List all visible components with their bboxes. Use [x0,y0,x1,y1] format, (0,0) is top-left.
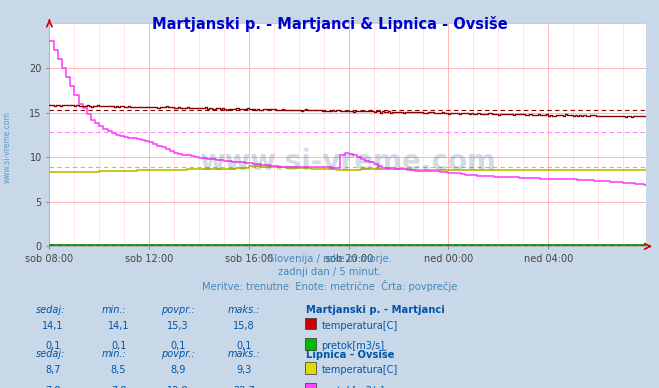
Text: maks.:: maks.: [227,305,260,315]
Text: sedaj:: sedaj: [36,305,66,315]
Text: 22,7: 22,7 [233,386,255,388]
Text: min.:: min.: [102,349,127,359]
Text: Meritve: trenutne  Enote: metrične  Črta: povprečje: Meritve: trenutne Enote: metrične Črta: … [202,280,457,292]
Text: sedaj:: sedaj: [36,349,66,359]
Text: 0,1: 0,1 [111,341,127,351]
Text: 0,1: 0,1 [236,341,252,351]
Text: 8,5: 8,5 [111,365,127,376]
Text: pretok[m3/s]: pretok[m3/s] [322,386,385,388]
Text: Lipnica - Ovsiše: Lipnica - Ovsiše [306,349,395,360]
Text: temperatura[C]: temperatura[C] [322,365,398,376]
Text: 7,8: 7,8 [111,386,127,388]
Text: temperatura[C]: temperatura[C] [322,321,398,331]
Text: min.:: min.: [102,305,127,315]
Text: 9,3: 9,3 [236,365,252,376]
Text: 15,8: 15,8 [233,321,254,331]
Text: 7,8: 7,8 [45,386,61,388]
Text: Slovenija / reke in morje.: Slovenija / reke in morje. [268,254,391,264]
Text: www.si-vreme.com: www.si-vreme.com [199,147,496,176]
Text: povpr.:: povpr.: [161,349,195,359]
Text: maks.:: maks.: [227,349,260,359]
Text: Martjanski p. - Martjanci: Martjanski p. - Martjanci [306,305,445,315]
Text: 14,1: 14,1 [108,321,129,331]
Text: 8,9: 8,9 [170,365,186,376]
Text: 15,3: 15,3 [167,321,188,331]
Text: povpr.:: povpr.: [161,305,195,315]
Text: 8,7: 8,7 [45,365,61,376]
Text: 0,1: 0,1 [45,341,61,351]
Text: pretok[m3/s]: pretok[m3/s] [322,341,385,351]
Text: www.si-vreme.com: www.si-vreme.com [3,111,12,184]
Text: 14,1: 14,1 [42,321,63,331]
Text: zadnji dan / 5 minut.: zadnji dan / 5 minut. [278,267,381,277]
Text: 12,8: 12,8 [167,386,188,388]
Text: Martjanski p. - Martjanci & Lipnica - Ovsiše: Martjanski p. - Martjanci & Lipnica - Ov… [152,16,507,31]
Text: 0,1: 0,1 [170,341,186,351]
